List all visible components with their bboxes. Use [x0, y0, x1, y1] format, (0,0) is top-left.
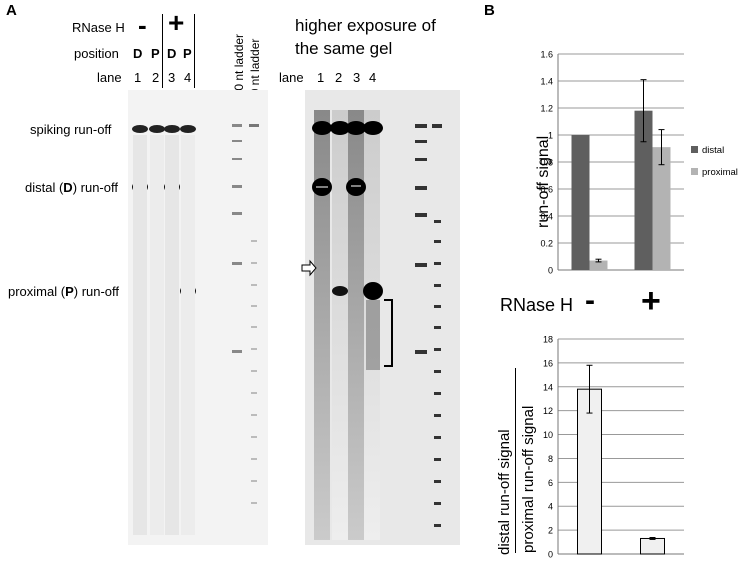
lane-3: 3 [168, 70, 176, 85]
rnase-h-label: RNase H [72, 20, 125, 35]
y-tick-label: 14 [543, 382, 553, 392]
gel-images [128, 90, 460, 545]
chart1-ylabel: run-off signal [535, 135, 552, 228]
rnase-plus-b: + [641, 282, 661, 320]
y-tick-label: 0.6 [540, 185, 553, 195]
y-tick-label: 4 [548, 502, 553, 512]
y-tick-label: 0 [548, 550, 553, 560]
lane-4: 4 [184, 70, 192, 85]
rnase-minus: - [138, 10, 147, 40]
higher-exposure-line1: higher exposure of [295, 16, 436, 35]
y-tick-label: 1 [548, 131, 553, 141]
legend-label: proximal [702, 167, 738, 178]
header-divider-2 [194, 14, 195, 88]
y-tick-label: 0 [548, 266, 553, 276]
left-gel-spiking-bands [132, 125, 196, 133]
y-tick-label: 16 [543, 358, 553, 368]
distal-proximal-ratio-chart: 0 2 4 6 8 10 12 14 16 18 [543, 335, 684, 560]
y-tick-label: 0.2 [540, 239, 553, 249]
lane-2: 2 [152, 70, 160, 85]
chart2-ylabel-numerator: distal run-off signal [496, 429, 513, 555]
legend-label: distal [702, 145, 724, 156]
legend-swatch [691, 146, 698, 153]
lane-2-right: 2 [335, 70, 343, 85]
position-label: position [74, 46, 119, 61]
panel-b-label: B [484, 2, 495, 19]
legend-swatch [691, 168, 698, 175]
position-p-4: P [183, 46, 192, 61]
y-tick-label: 12 [543, 406, 553, 416]
left-ladder-10 [251, 240, 257, 504]
left-ladder-10-top [249, 124, 259, 127]
lane-1-right: 1 [317, 70, 325, 85]
y-tick-label: 10 [543, 430, 553, 440]
bracket-icon [384, 299, 393, 367]
right-proximal-band-2 [332, 286, 348, 296]
proximal-runoff-label: proximal (P) run-off [8, 284, 120, 299]
y-tick-label: 6 [548, 478, 553, 488]
bar-ratio-0 [577, 388, 602, 555]
spiking-runoff-label: spiking run-off [30, 122, 112, 137]
right-ladder-10 [434, 220, 441, 527]
bar-ratio-1 [640, 537, 665, 555]
left-gel [128, 90, 268, 545]
bar-proximal-1 [652, 147, 671, 270]
right-proximal-band-4 [363, 282, 383, 300]
lane-4-right: 4 [369, 70, 377, 85]
panel-a-label: A [6, 2, 17, 19]
y-tick-label: 1.6 [540, 50, 553, 60]
fraction-line [515, 368, 516, 553]
bar-distal-1 [634, 110, 653, 270]
run-off-signal-chart: 0 0.2 0.4 0.6 0.8 1 1.2 1.4 1.6 distal proximal [540, 50, 738, 276]
position-d-3: D [167, 46, 177, 61]
lane-1: 1 [134, 70, 142, 85]
y-tick-label: 8 [548, 454, 553, 464]
rnase-h-label-b: RNase H [500, 295, 574, 315]
bar-proximal-0 [589, 260, 608, 270]
position-p-2: P [151, 46, 160, 61]
y-tick-label: 0.8 [540, 158, 553, 168]
right-distal-band-3 [346, 178, 366, 196]
left-ladder-100 [232, 124, 242, 353]
y-tick-label: 1.2 [540, 104, 553, 114]
header-divider-1 [162, 14, 163, 88]
position-d-1: D [133, 46, 143, 61]
right-gel [305, 90, 460, 545]
lane-label-right: lane [279, 70, 304, 85]
lane-3-right: 3 [353, 70, 361, 85]
y-tick-label: 2 [548, 526, 553, 536]
rnase-minus-b: - [585, 284, 595, 317]
right-ladder-100 [415, 124, 427, 354]
y-tick-label: 18 [543, 335, 553, 345]
bar-distal-0 [571, 135, 590, 270]
higher-exposure-line2: the same gel [295, 39, 393, 58]
rnase-plus: + [168, 7, 185, 38]
lane-label-left: lane [97, 70, 122, 85]
right-ladder-10-top [432, 124, 442, 128]
arrow-icon [301, 259, 317, 277]
distal-runoff-label: distal (D) run-off [25, 180, 118, 195]
y-tick-label: 0.4 [540, 212, 553, 222]
right-gel-spiking-bands [312, 121, 383, 135]
y-tick-label: 1.4 [540, 77, 553, 87]
chart2-ylabel-denominator: proximal run-off signal [520, 405, 537, 553]
